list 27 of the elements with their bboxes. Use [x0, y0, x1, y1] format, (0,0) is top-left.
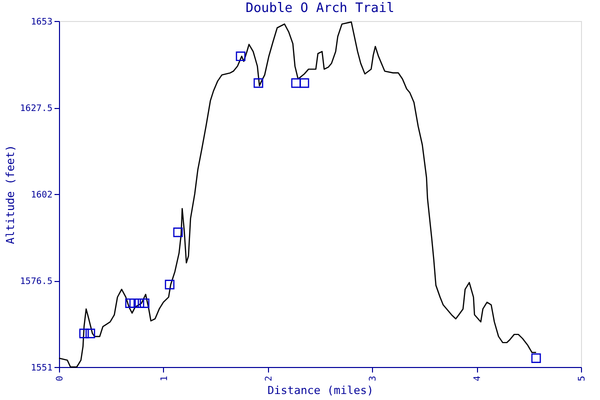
y-axis-title: Altitude (feet) — [4, 144, 17, 244]
x-tick-label: 0 — [56, 376, 66, 382]
x-tick-label: 5 — [578, 376, 588, 382]
point — [236, 51, 246, 62]
x-axis-title: Distance (miles) — [268, 384, 374, 398]
point — [86, 328, 96, 338]
chart-title: Double O Arch Trail — [246, 1, 394, 16]
y-tick-label: 1653 — [30, 18, 52, 28]
x-tick-label: 2 — [264, 376, 274, 382]
point — [164, 280, 174, 290]
x-tick-label: 4 — [473, 376, 484, 382]
y-tick-label: 1627.5 — [20, 104, 52, 114]
point — [125, 298, 135, 308]
point — [300, 78, 310, 88]
point — [173, 228, 183, 238]
x-tick-label: 1 — [160, 376, 170, 382]
point — [129, 298, 139, 308]
point — [291, 78, 301, 88]
y-tick-label: 1576.5 — [20, 277, 52, 287]
point — [531, 353, 541, 363]
point — [134, 298, 144, 308]
point — [140, 298, 150, 308]
y-tick-label: 1551 — [30, 364, 52, 374]
point — [79, 328, 89, 338]
point — [254, 78, 264, 88]
x-tick-label: 3 — [368, 376, 379, 382]
y-tick-label: 1602 — [30, 190, 52, 200]
